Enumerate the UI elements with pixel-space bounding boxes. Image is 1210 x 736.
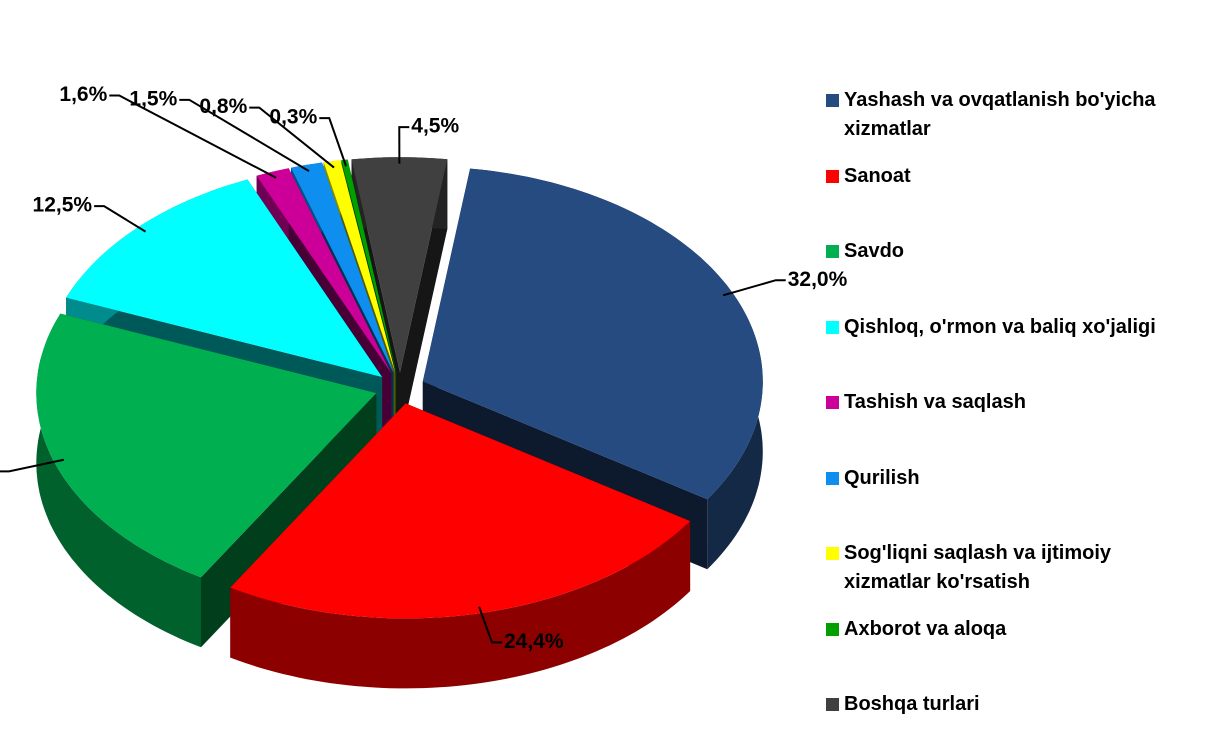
slice-top: [341, 159, 397, 373]
slice-top: [66, 179, 383, 377]
leader-line: [0, 458, 65, 473]
legend-swatch: [826, 320, 839, 334]
legend-item: Yashash va ovqatlanish bo'yicha xizmatla…: [826, 86, 1196, 144]
legend-item: Sanoat: [826, 162, 1196, 191]
slice-top: [422, 168, 763, 500]
slice-top: [256, 168, 392, 374]
legend-item: Qishloq, o'rmon va baliq xo'jaligi: [826, 313, 1196, 342]
leader-line: [478, 606, 502, 644]
legend-item: Axborot va aloqa: [826, 615, 1196, 644]
leader-line: [319, 117, 348, 167]
data-label: 24,4%: [504, 630, 564, 653]
data-label: 0,8%: [199, 95, 247, 118]
legend-item: Sog'liqni saqlash va ijtimoiy xizmatlar …: [826, 539, 1196, 597]
legend-item: Savdo: [826, 237, 1196, 266]
leader-line: [94, 205, 147, 233]
leader-line: [249, 106, 335, 169]
leader-line: [179, 98, 310, 173]
legend-item: Tashish va saqlash: [826, 388, 1196, 417]
leader-line: [398, 126, 410, 164]
leader-line: [722, 279, 786, 297]
slice-side: [400, 159, 448, 443]
legend-swatch: [826, 622, 839, 636]
slice-top: [323, 160, 396, 373]
slice-wall: [230, 521, 691, 689]
slice: [230, 403, 691, 689]
legend-label: Tashish va saqlash: [844, 391, 1026, 413]
legend-label: Yashash va ovqatlanish bo'yicha xizmatla…: [844, 89, 1156, 140]
slice-top: [230, 403, 691, 619]
legend-label: Axborot va aloqa: [844, 617, 1007, 640]
legend-swatch: [826, 169, 839, 183]
legend-label: Savdo: [844, 240, 905, 262]
slice-wall: [36, 313, 201, 648]
legend-label: Qishloq, o'rmon va baliq xo'jaligi: [844, 315, 1156, 338]
data-label: 1,5%: [129, 87, 177, 110]
slice-top: [351, 157, 448, 373]
legend-label: Qurilish: [844, 466, 920, 489]
data-label: 0,3%: [269, 106, 317, 129]
data-label: 4,5%: [411, 115, 459, 138]
slice-top: [291, 162, 394, 373]
legend-item: Boshqa turlari: [826, 690, 1196, 719]
legend-swatch: [826, 547, 839, 560]
legend-label: Boshqa turlari: [844, 693, 980, 715]
slice: [36, 313, 377, 648]
legend-swatch: [826, 471, 839, 485]
legend-swatch: [826, 245, 839, 258]
slice-top: [36, 313, 377, 578]
legend-label: Sog'liqni saqlash va ijtimoiy xizmatlar …: [844, 542, 1112, 593]
data-label: 1,6%: [59, 83, 107, 106]
leader-line: [109, 94, 277, 179]
legend-swatch: [826, 396, 839, 409]
data-label: 12,5%: [33, 194, 93, 217]
legend-swatch: [826, 94, 839, 107]
legend-label: Sanoat: [844, 164, 911, 187]
data-label: 32,0%: [788, 268, 848, 291]
legend-swatch: [826, 698, 839, 711]
legend-item: Qurilish: [826, 464, 1196, 493]
